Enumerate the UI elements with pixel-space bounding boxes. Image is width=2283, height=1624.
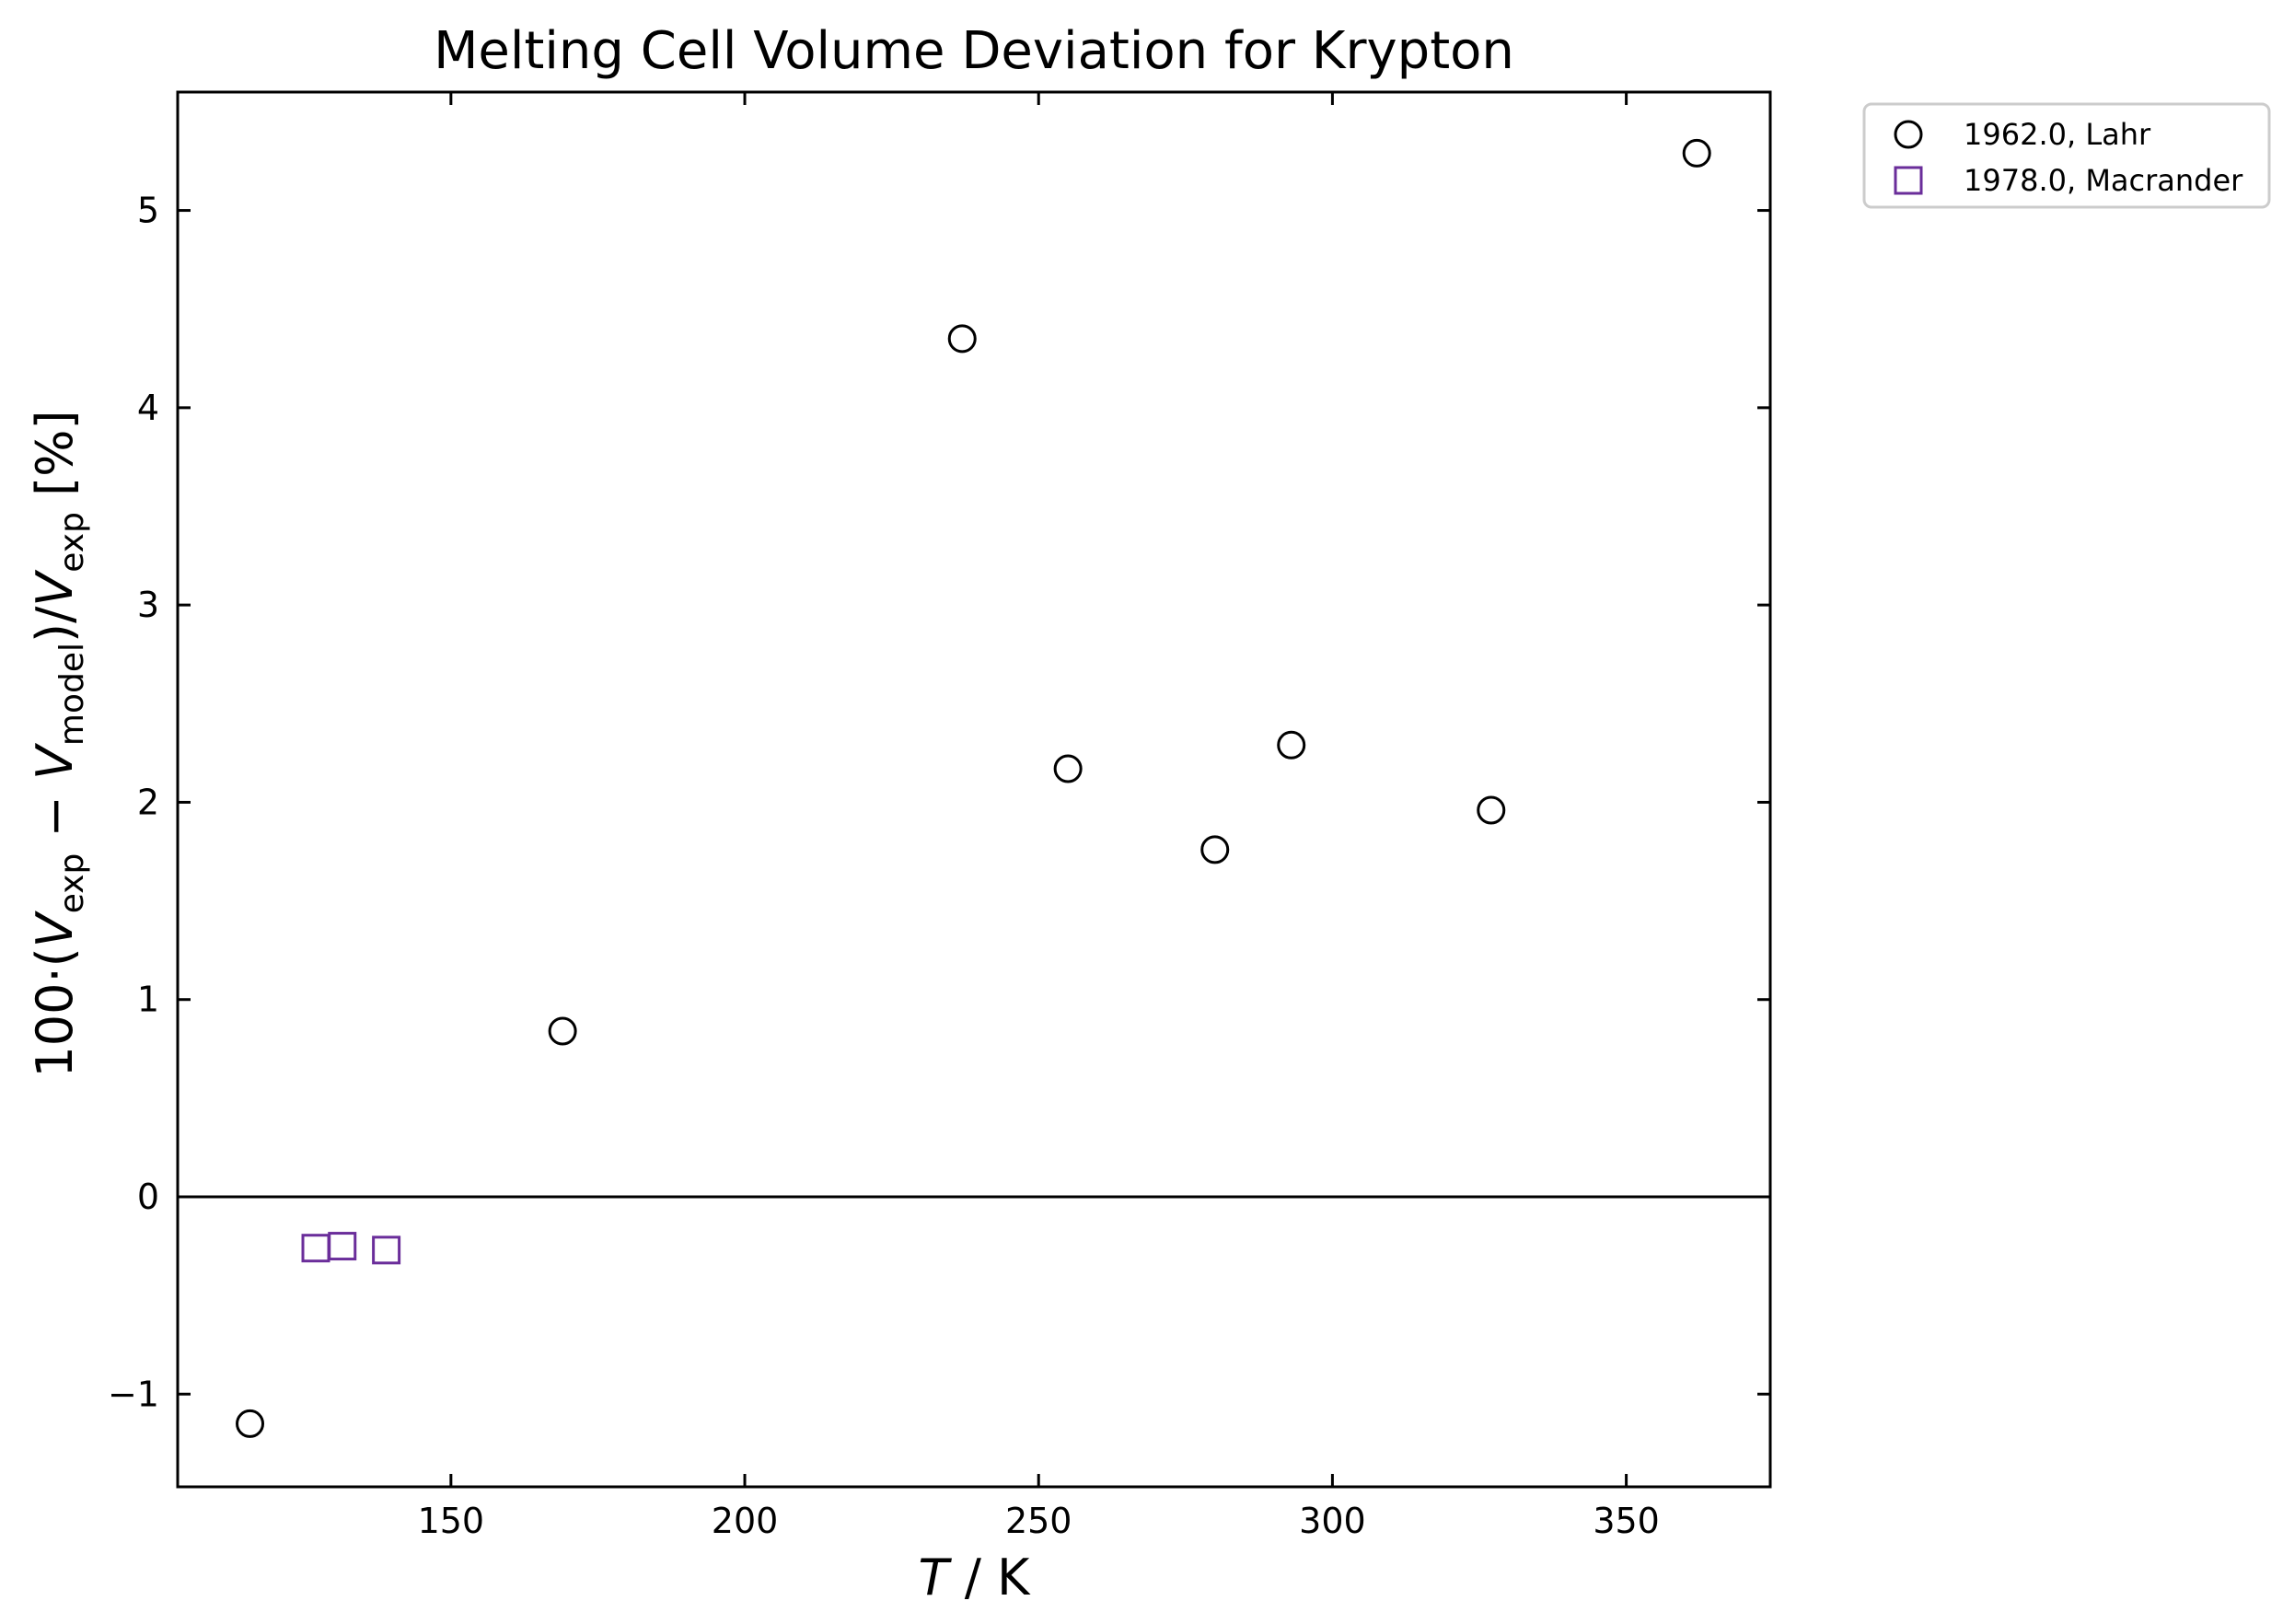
data-point-s1-p2 xyxy=(372,1235,401,1265)
x-tick-label: 200 xyxy=(712,1501,779,1541)
x-tick-label: 150 xyxy=(418,1501,485,1541)
x-tick-label: 300 xyxy=(1299,1501,1366,1541)
x-axis-variable: T xyxy=(919,1549,953,1607)
y-label-v3: V xyxy=(26,569,84,607)
y-axis-ticks: −1 0 1 2 3 4 5 xyxy=(108,191,1770,1414)
data-point-s0-p4 xyxy=(1200,835,1230,864)
y-tick-label: 5 xyxy=(137,191,159,231)
y-label-exp2: exp xyxy=(53,512,91,573)
plot-area: 150 200 250 300 350 −1 0 1 2 3 4 5 xyxy=(108,90,1772,1541)
legend-marker-macrander xyxy=(1894,166,1923,195)
data-point-s0-p7 xyxy=(1682,138,1711,168)
plot-frame xyxy=(176,90,1772,1489)
y-label-suffix: [%] xyxy=(26,410,84,512)
data-point-s0-p0 xyxy=(236,1409,265,1438)
legend-label-macrander: 1978.0, Macrander xyxy=(1964,163,2243,198)
y-tick-label: 3 xyxy=(137,585,159,625)
y-label-exp1: exp xyxy=(53,853,91,914)
x-axis-unit: / K xyxy=(949,1549,1032,1607)
data-point-s0-p1 xyxy=(548,1016,577,1046)
y-axis-label: 100·(Vexp − Vmodel)/Vexp [%] xyxy=(26,410,91,1077)
x-axis-ticks: 150 200 250 300 350 xyxy=(418,92,1660,1541)
y-label-v1: V xyxy=(26,910,84,947)
x-axis-label: T / K xyxy=(919,1549,1032,1607)
data-point-s0-p2 xyxy=(947,324,977,354)
data-point-s0-p6 xyxy=(1477,795,1506,825)
y-label-model: model xyxy=(53,643,91,746)
data-point-s1-p0 xyxy=(301,1234,330,1263)
x-tick-label: 350 xyxy=(1593,1501,1660,1541)
y-tick-label: 0 xyxy=(137,1177,159,1217)
x-tick-label: 250 xyxy=(1005,1501,1072,1541)
y-label-v2: V xyxy=(26,742,84,780)
legend-frame xyxy=(1862,102,2271,209)
y-label-minus: − xyxy=(26,780,84,853)
legend-marker-lahr xyxy=(1894,120,1923,149)
y-label-prefix: 100·( xyxy=(26,947,84,1077)
data-point-s0-p3 xyxy=(1053,754,1083,783)
data-point-s1-p1 xyxy=(328,1232,357,1261)
legend: 1962.0, Lahr 1978.0, Macrander xyxy=(1862,102,2271,209)
legend-label-lahr: 1962.0, Lahr xyxy=(1964,117,2151,152)
y-label-close: )/ xyxy=(26,606,84,643)
data-points xyxy=(236,138,1711,1438)
data-point-s0-p5 xyxy=(1277,730,1306,760)
chart-title: Melting Cell Volume Deviation for Krypto… xyxy=(434,21,1514,81)
y-tick-label: 1 xyxy=(137,980,159,1020)
y-tick-label: −1 xyxy=(108,1374,159,1414)
y-tick-label: 2 xyxy=(137,782,159,822)
y-tick-label: 4 xyxy=(137,388,159,428)
